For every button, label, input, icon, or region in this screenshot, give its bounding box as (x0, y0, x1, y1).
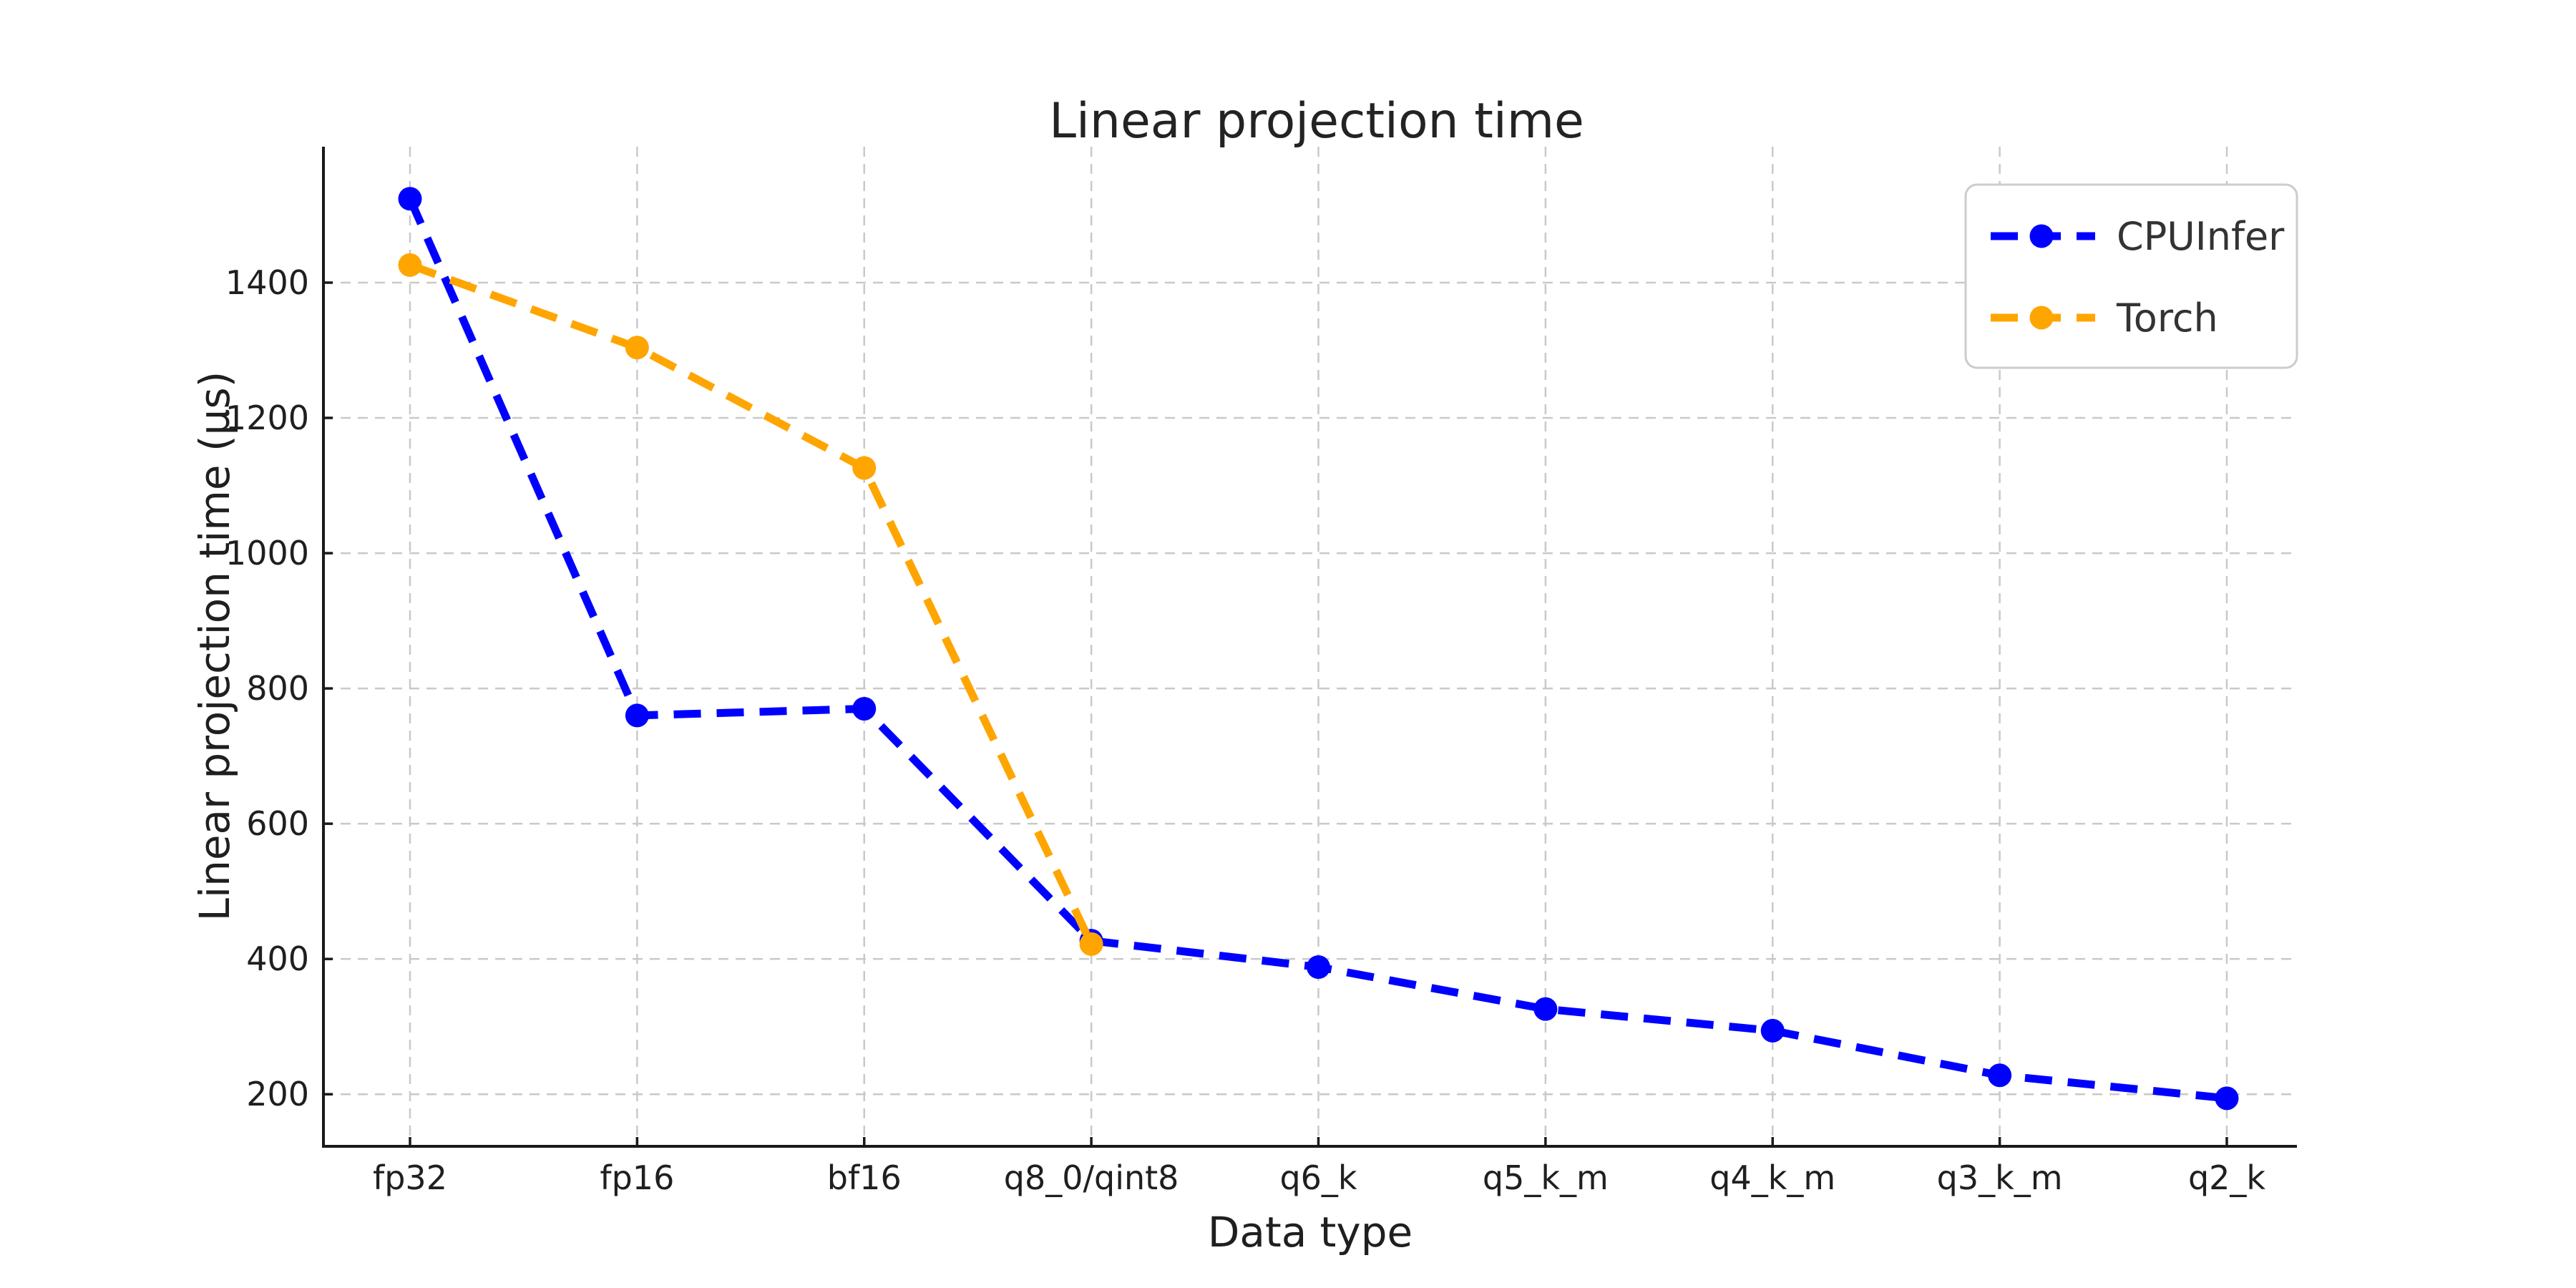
cpuinfer-data-point-marker (1988, 1063, 2012, 1088)
cpuinfer-data-point-marker (852, 696, 877, 721)
x-tick-label: fp32 (373, 1158, 447, 1197)
x-tick-label: bf16 (827, 1158, 902, 1197)
x-tick-label: q5_k_m (1483, 1158, 1609, 1197)
legend-sample-marker (2029, 306, 2054, 330)
y-tick-label: 1400 (225, 263, 309, 302)
cpuinfer-data-point-marker (2215, 1086, 2239, 1111)
axis-tick-labels: 200 400 600 800 1000 1200 1400 fp32 fp16 bf16 q8_0… (225, 263, 2265, 1197)
x-tick-label: fp16 (600, 1158, 674, 1197)
legend-item-label: CPUInfer (2117, 214, 2285, 259)
torch-data-point-marker (1079, 932, 1103, 956)
torch-data-point-marker (625, 336, 649, 360)
legend-sample-marker (2029, 224, 2054, 248)
y-tick-label: 400 (246, 940, 309, 978)
torch-data-point-marker (852, 456, 877, 480)
x-tick-label: q3_k_m (1937, 1158, 2063, 1197)
x-tick-label: q6_k (1279, 1158, 1357, 1197)
cpuinfer-data-point-marker (625, 703, 649, 728)
y-tick-label: 200 (246, 1075, 309, 1113)
cpuinfer-data-point-marker (1307, 955, 1330, 980)
axis-ticks (323, 281, 2228, 1146)
cpuinfer-data-point-marker (1760, 1018, 1785, 1043)
y-tick-label: 1000 (225, 534, 309, 572)
x-axis-label: Data type (1208, 1208, 1413, 1257)
y-tick-label: 1200 (225, 399, 309, 437)
data-series (398, 187, 2239, 1111)
cpuinfer-data-point-marker (398, 187, 422, 211)
y-tick-label: 800 (246, 669, 309, 708)
x-tick-label: q2_k (2188, 1158, 2265, 1197)
legend-item-label: Torch (2116, 296, 2218, 341)
x-tick-label: q4_k_m (1709, 1158, 1835, 1197)
torch-data-point-marker (398, 253, 422, 277)
y-axis-label: Linear projection time (µs) (190, 371, 239, 922)
y-tick-label: 600 (246, 804, 309, 843)
cpuinfer-data-point-marker (1533, 997, 1558, 1021)
axes-spines (322, 147, 2297, 1148)
x-tick-label: q8_0/qint8 (1004, 1158, 1179, 1197)
torch-series-line (409, 261, 1096, 946)
chart-title: Linear projection time (1049, 93, 1584, 150)
legend: CPUInfer Torch (1964, 183, 2298, 369)
